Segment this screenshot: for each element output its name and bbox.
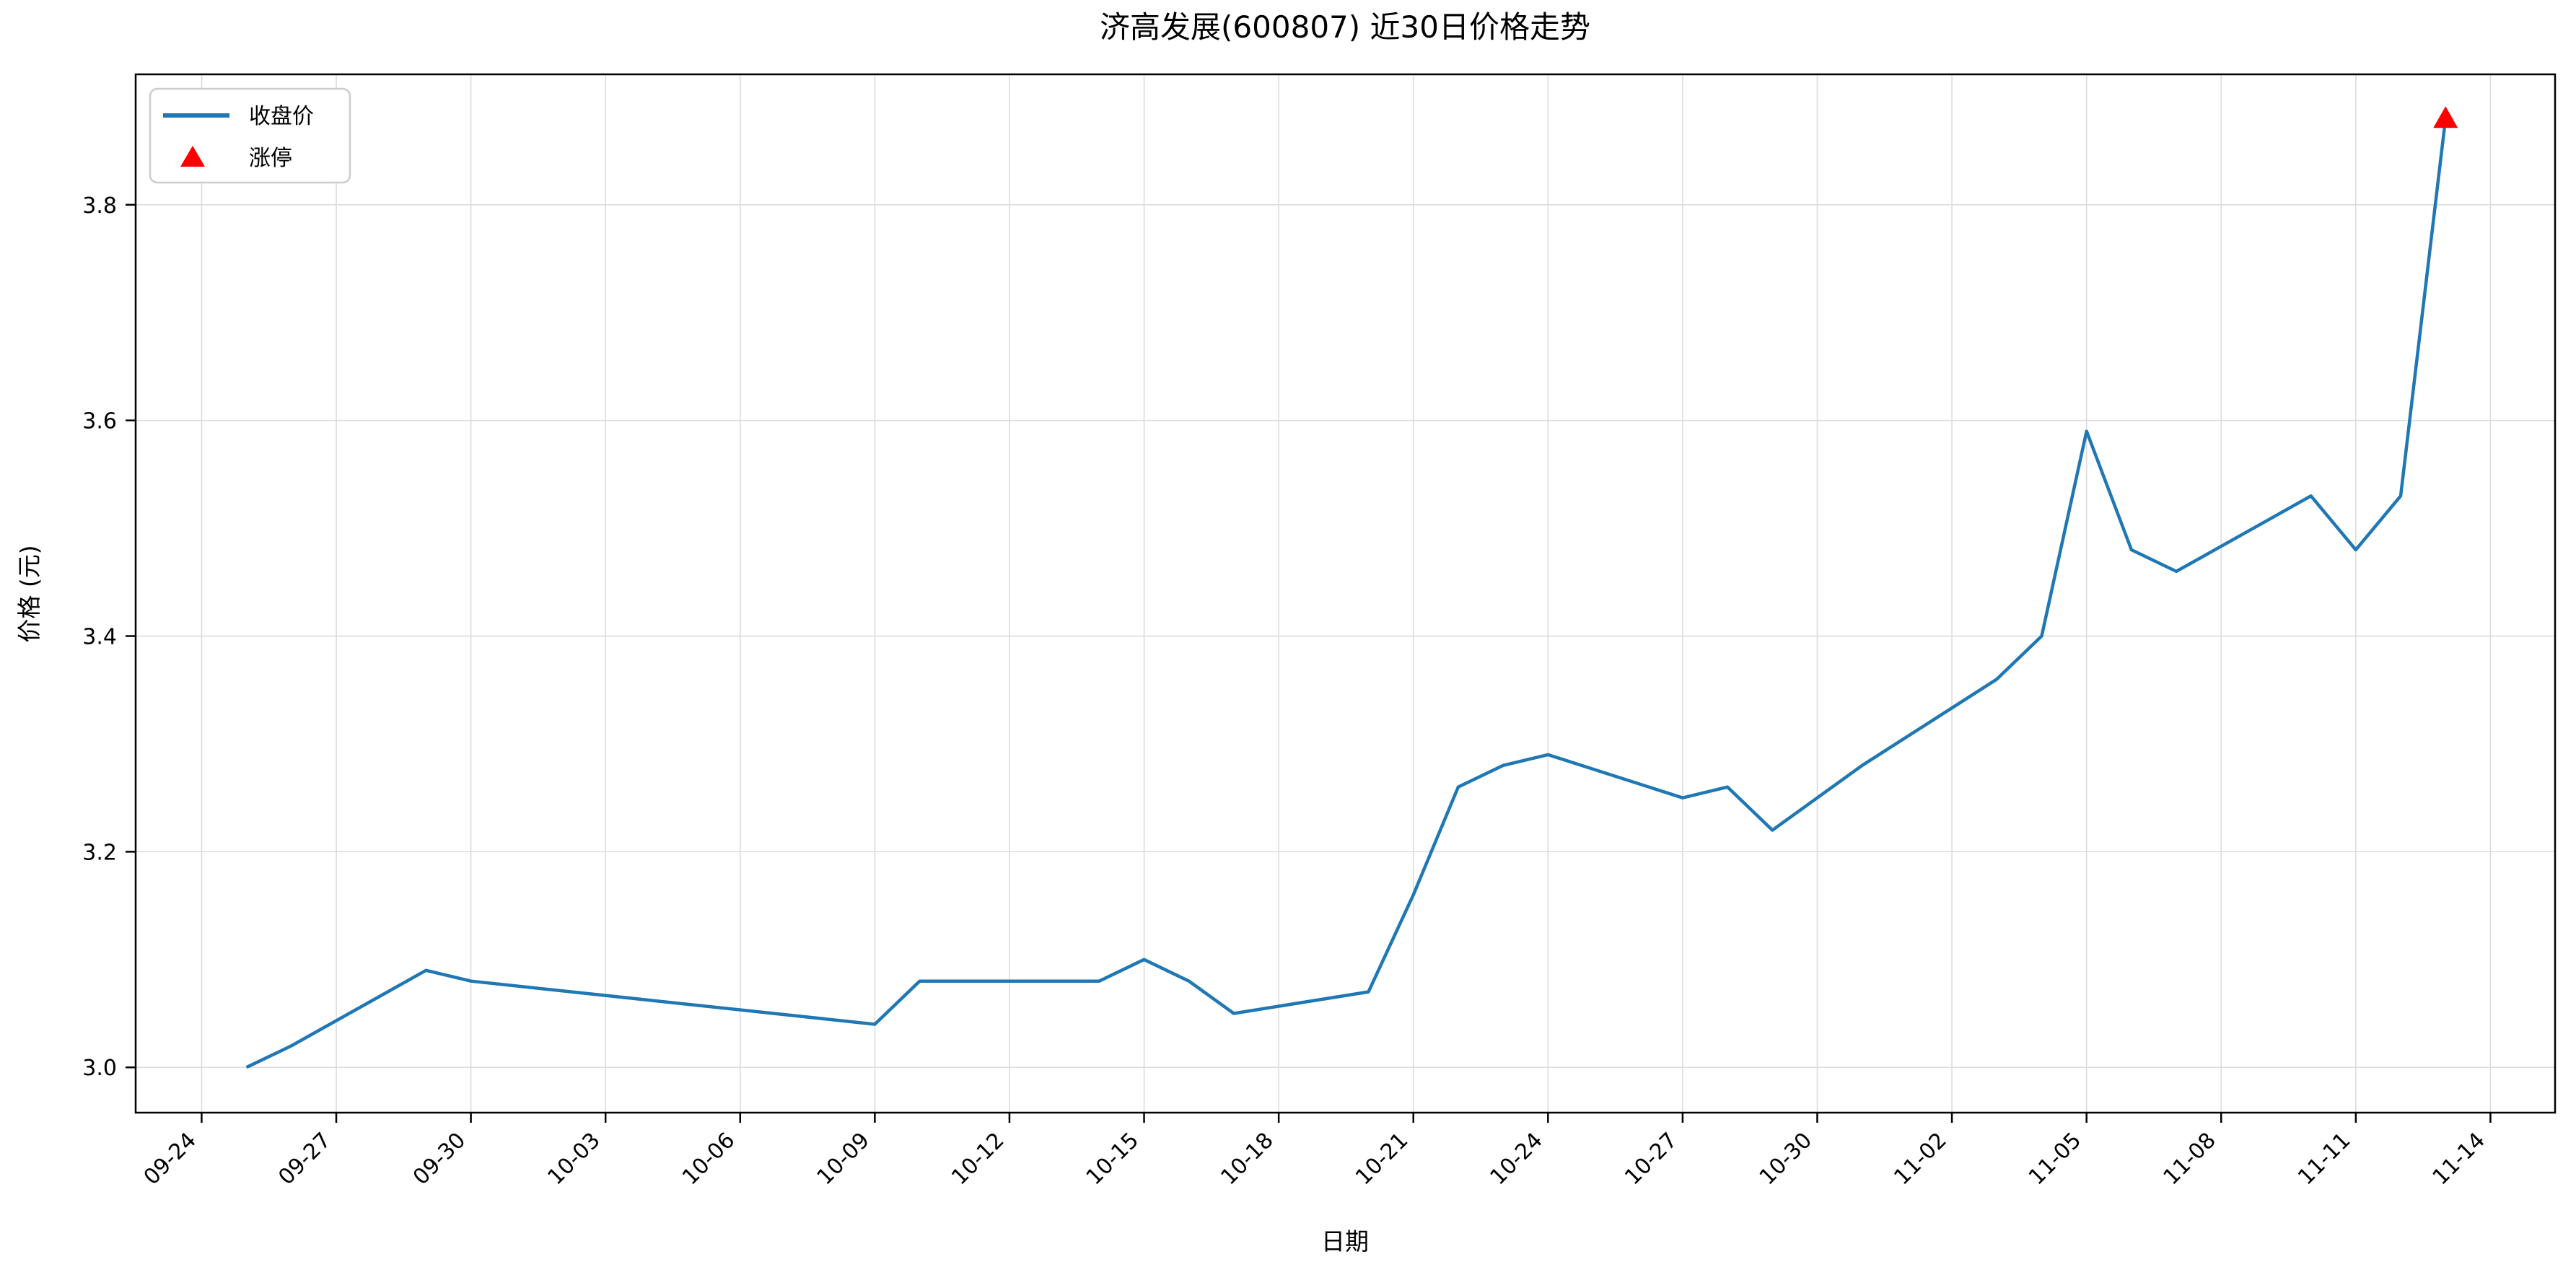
x-tick-label: 11-11	[2293, 1128, 2355, 1190]
x-tick-label: 10-21	[1351, 1128, 1413, 1190]
x-tick-label: 10-27	[1620, 1128, 1682, 1190]
legend-label-limit-up: 涨停	[249, 146, 292, 171]
y-tick-label: 3.4	[82, 625, 117, 650]
y-tick-label: 3.2	[82, 840, 117, 865]
grid-layer	[136, 74, 2555, 1113]
close-price-line	[245, 118, 2448, 1069]
x-tick-label: 10-03	[543, 1128, 605, 1190]
legend: 收盘价 涨停	[149, 87, 351, 184]
x-tick-label: 11-02	[1889, 1128, 1951, 1190]
x-tick-label: 09-27	[273, 1128, 336, 1190]
x-tick-label: 10-09	[812, 1128, 875, 1190]
plot-spines	[134, 73, 2557, 1114]
series-layer	[245, 106, 2458, 1069]
x-tick-label: 10-15	[1082, 1128, 1144, 1190]
x-tick-label: 11-05	[2024, 1128, 2086, 1190]
x-tick-label: 10-12	[947, 1128, 1009, 1190]
chart-title: 济高发展(600807) 近30日价格走势	[1100, 9, 1590, 45]
x-axis-label: 日期	[1321, 1227, 1369, 1256]
y-axis-label: 价格 (元)	[15, 545, 43, 642]
legend-label-close: 收盘价	[249, 104, 314, 129]
x-tick-label: 09-30	[408, 1128, 470, 1190]
x-tick-label: 09-24	[139, 1128, 201, 1190]
x-tick-label: 11-08	[2159, 1128, 2221, 1190]
y-tick-label: 3.8	[82, 193, 117, 219]
x-tick-label: 10-30	[1755, 1128, 1817, 1190]
x-tick-label: 11-14	[2428, 1128, 2490, 1190]
x-tick-label: 10-18	[1216, 1128, 1278, 1190]
tick-layer: 09-24 09-27 09-30 10-03 10-06 10-09 10-12 10-15…	[82, 193, 2492, 1190]
limit-up-legend-triangle-icon	[180, 146, 205, 167]
y-tick-label: 3.6	[82, 409, 117, 434]
x-tick-label: 10-24	[1486, 1128, 1548, 1190]
x-tick-label: 10-06	[678, 1128, 740, 1190]
y-tick-label: 3.0	[82, 1056, 117, 1081]
plot-border	[134, 73, 2557, 1114]
limit-up-marker	[2433, 106, 2458, 128]
